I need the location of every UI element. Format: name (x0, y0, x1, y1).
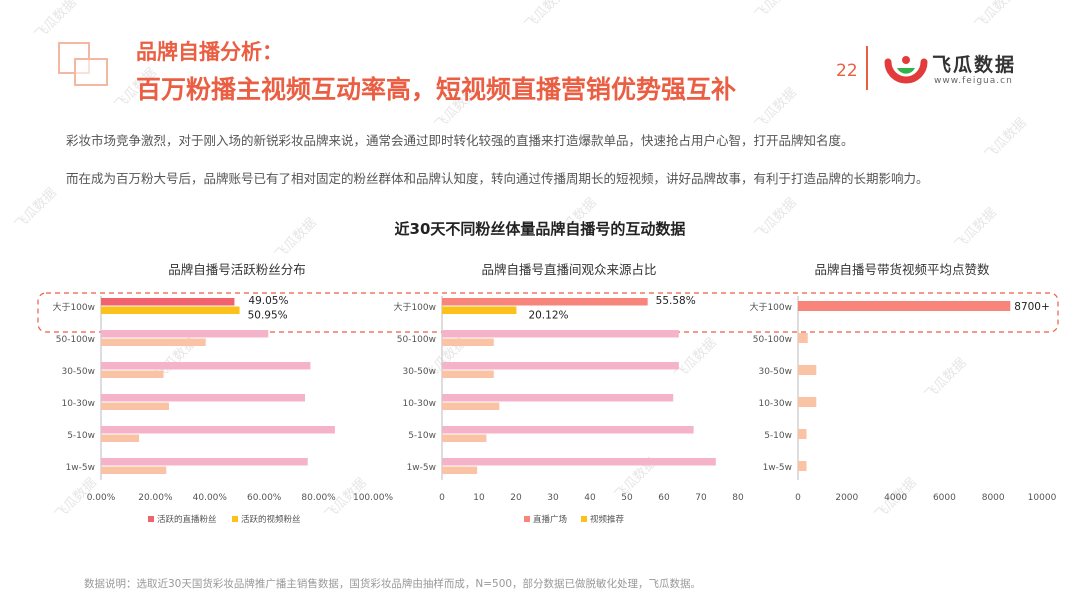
bar (442, 426, 694, 434)
bar (101, 330, 269, 338)
bar (442, 338, 494, 346)
x-tick-label: 100.00% (353, 493, 393, 503)
x-tick-label: 2000 (835, 493, 858, 503)
bar (101, 362, 311, 370)
legend-swatch (232, 516, 238, 522)
category-label: 10-30w (61, 399, 95, 409)
x-tick-label: 50 (621, 493, 633, 503)
bar (798, 333, 808, 343)
x-tick-label: 10 (473, 493, 485, 503)
bar (442, 306, 517, 314)
bar (101, 434, 140, 442)
x-tick-label: 70 (695, 493, 707, 503)
bar (101, 466, 167, 474)
legend-label: 视频推荐 (590, 514, 625, 525)
legend-swatch (581, 516, 587, 522)
legend-swatch (524, 516, 530, 522)
intro-paragraph: 而在成为百万粉大号后，品牌账号已有了相对固定的粉丝群体和品牌认知度，转向通过传播… (66, 171, 929, 186)
subchart-title: 品牌自播号带货视频平均点赞数 (814, 262, 990, 277)
data-label: 50.95% (248, 310, 288, 322)
bar (442, 370, 494, 378)
brand-name: 飞瓜数据 (932, 54, 1017, 76)
x-tick-label: 40.00% (193, 493, 228, 503)
category-label: 50-100w (56, 335, 95, 345)
bar (442, 298, 648, 306)
bar (101, 370, 164, 378)
intro-paragraph: 彩妆市场竞争激烈，对于刚入场的新锐彩妆品牌来说，通常会通过即时转化较强的直播来打… (66, 133, 854, 148)
x-tick-label: 40 (584, 493, 596, 503)
bar (442, 458, 716, 466)
x-tick-label: 8000 (982, 493, 1005, 503)
legend-label: 活跃的直播粉丝 (157, 514, 217, 525)
subchart-title: 品牌自播号活跃粉丝分布 (168, 262, 306, 277)
legend-swatch (148, 516, 154, 522)
x-tick-label: 6000 (933, 493, 956, 503)
highlight-box (37, 292, 1059, 333)
category-label: 30-50w (402, 367, 436, 377)
bar (798, 429, 807, 439)
category-label: 10-30w (758, 399, 792, 409)
category-label: 5-10w (764, 431, 792, 441)
data-footnote: 数据说明：选取近30天国货彩妆品牌推广播主销售数据，国货彩妆品牌由抽样而成，N=… (84, 578, 702, 590)
decorative-square-icon (74, 58, 108, 86)
bar (101, 394, 305, 402)
x-tick-label: 0 (439, 493, 445, 503)
bar (101, 298, 235, 306)
data-label: 20.12% (528, 310, 568, 322)
category-label: 1w-5w (66, 463, 95, 473)
x-tick-label: 0.00% (87, 493, 116, 503)
bar (442, 466, 478, 474)
category-label: 1w-5w (763, 463, 792, 473)
bar (798, 365, 817, 375)
bar (798, 301, 1011, 311)
data-label: 49.05% (248, 295, 288, 307)
page-number: 22 (836, 61, 858, 81)
x-tick-label: 30 (547, 493, 559, 503)
bar (442, 330, 679, 338)
legend-label: 活跃的视频粉丝 (241, 514, 301, 525)
bar (798, 461, 807, 471)
main-chart-title: 近30天不同粉丝体量品牌自播号的互动数据 (394, 220, 686, 238)
x-tick-label: 4000 (884, 493, 907, 503)
category-label: 大于100w (393, 301, 436, 313)
x-tick-label: 60 (658, 493, 670, 503)
category-label: 30-50w (758, 367, 792, 377)
category-label: 5-10w (67, 431, 95, 441)
data-label: 8700+ (1014, 301, 1050, 313)
bar (798, 397, 817, 407)
bar (442, 434, 487, 442)
x-tick-label: 80.00% (301, 493, 336, 503)
header-divider (866, 46, 868, 90)
bar (101, 426, 335, 434)
category-label: 50-100w (397, 335, 436, 345)
section-subtitle: 品牌自播分析： (136, 40, 283, 64)
bar (442, 394, 674, 402)
bar (101, 458, 308, 466)
bar (442, 402, 500, 410)
bar (101, 306, 240, 314)
brand-url: www.feigua.cn (934, 76, 1013, 86)
x-tick-label: 0 (795, 493, 801, 503)
category-label: 1w-5w (407, 463, 436, 473)
data-label: 55.58% (656, 295, 696, 307)
category-label: 5-10w (408, 431, 436, 441)
subchart-title: 品牌自播号直播间观众来源占比 (481, 262, 656, 277)
x-tick-label: 60.00% (247, 493, 282, 503)
x-tick-label: 80 (732, 493, 744, 503)
category-label: 10-30w (402, 399, 436, 409)
x-tick-label: 20 (510, 493, 522, 503)
category-label: 50-100w (753, 335, 792, 345)
category-label: 大于100w (52, 301, 95, 313)
x-tick-label: 10000 (1028, 493, 1057, 503)
x-tick-label: 20.00% (138, 493, 173, 503)
feigua-logo-icon (884, 56, 928, 84)
category-label: 30-50w (61, 367, 95, 377)
category-label: 大于100w (749, 301, 792, 313)
bar (101, 338, 206, 346)
bar (101, 402, 169, 410)
bar (442, 362, 679, 370)
page-title: 百万粉播主视频互动率高，短视频直播营销优势强互补 (136, 75, 737, 104)
legend-label: 直播广场 (533, 514, 567, 525)
